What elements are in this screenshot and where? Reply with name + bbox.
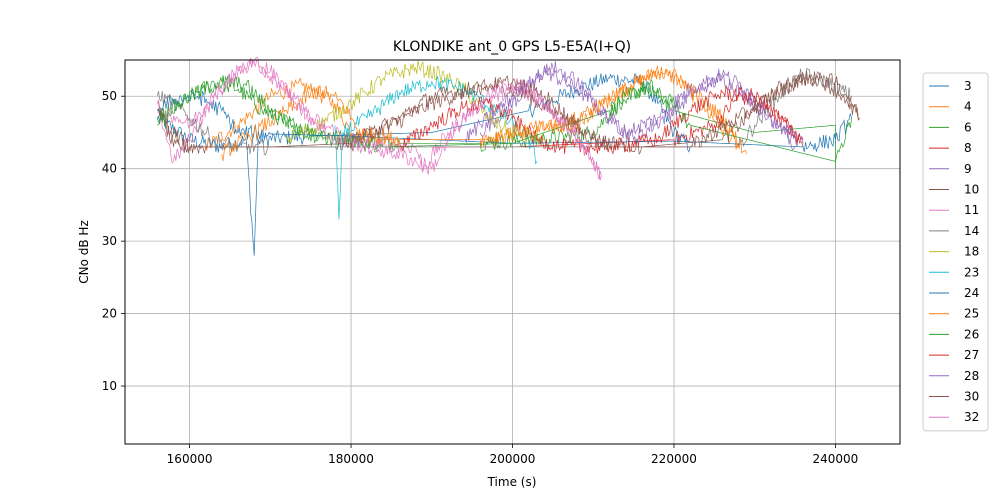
legend-label: 28 (964, 369, 979, 383)
x-tick-label: 180000 (328, 452, 374, 466)
y-axis-label: CNo dB Hz (77, 220, 91, 284)
legend-label: 25 (964, 307, 979, 321)
legend-box (922, 72, 989, 432)
series-line-23 (334, 75, 538, 220)
y-tick-label: 50 (102, 89, 117, 103)
series-line-18 (286, 60, 545, 146)
axis-ticks: 160000 180000 200000 220000 240000 10 20 30 40 50 (102, 89, 859, 466)
series-line-30 (157, 70, 860, 154)
legend-label: 11 (964, 203, 979, 217)
x-tick-label: 160000 (167, 452, 213, 466)
series-line-25 (221, 65, 747, 162)
y-tick-label: 10 (102, 379, 117, 393)
x-axis-label: Time (s) (487, 475, 537, 489)
legend: 3 4 6 8 9 10 11 14 18 23 24 25 26 27 28 30 32 (922, 72, 989, 432)
x-tick-label: 240000 (813, 452, 859, 466)
legend-label: 32 (964, 410, 979, 424)
y-tick-label: 40 (102, 162, 117, 176)
legend-label: 14 (964, 224, 979, 238)
y-tick-label: 30 (102, 234, 117, 248)
x-tick-label: 200000 (490, 452, 536, 466)
x-tick-label: 220000 (651, 452, 697, 466)
legend-label: 8 (964, 141, 972, 155)
series-lines (156, 56, 860, 256)
legend-label: 30 (964, 390, 979, 404)
chart-title: KLONDIKE ant_0 GPS L5-E5A(I+Q) (393, 39, 631, 55)
series-line-32 (165, 56, 602, 180)
legend-label: 10 (964, 183, 979, 197)
y-tick-label: 20 (102, 307, 117, 321)
legend-label: 18 (964, 245, 979, 259)
series-line-24 (156, 88, 852, 153)
legend-label: 24 (964, 286, 979, 300)
series-line-9 (479, 66, 804, 148)
legend-label: 27 (964, 348, 979, 362)
legend-label: 26 (964, 327, 979, 341)
legend-label: 4 (964, 100, 972, 114)
legend-label: 23 (964, 265, 979, 279)
series-line-11 (156, 57, 602, 181)
series-line-27 (399, 84, 804, 155)
legend-label: 3 (964, 79, 972, 93)
series-line-28 (464, 61, 796, 151)
legend-label: 9 (964, 162, 972, 176)
series-line-26 (156, 75, 852, 162)
legend-label: 6 (964, 120, 972, 134)
